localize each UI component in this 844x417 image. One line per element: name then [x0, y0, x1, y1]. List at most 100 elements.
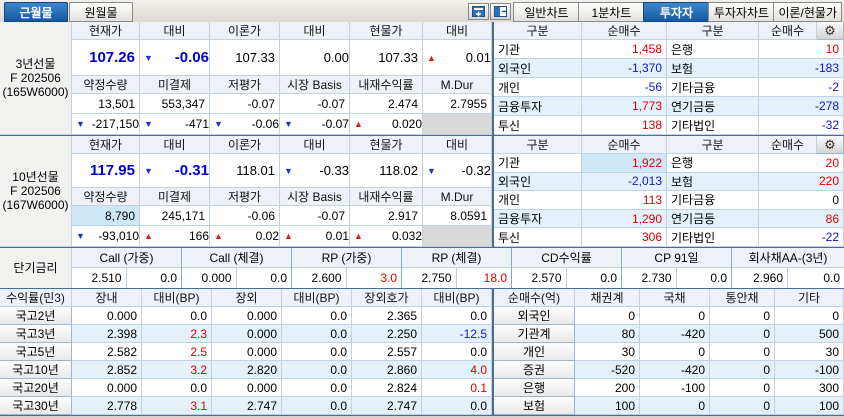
col-header: 수익률(민3)	[0, 289, 72, 307]
yield-cell: 2.747	[212, 397, 282, 415]
yield-cell: 0.0	[282, 397, 352, 415]
flow-label: 외국인	[494, 307, 575, 325]
flow-label: 은행	[494, 379, 575, 397]
settings-gear-icon[interactable]: ⚙	[817, 136, 844, 154]
rate-change: 18.0	[483, 271, 507, 285]
investor-label: 기관	[494, 40, 582, 59]
tab-1min-chart[interactable]: 1분차트	[578, 2, 645, 22]
flow-cell: -520	[575, 361, 640, 379]
rate-header: RP (가중)	[292, 248, 401, 268]
tab-theo-spot[interactable]: 이론/현물가	[773, 2, 842, 22]
rate-value: 2.730	[622, 268, 677, 288]
volume-change: ▼ -93,010	[72, 226, 140, 247]
market-basis: -0.07	[280, 206, 350, 226]
spot-change: ▲ 0.01	[423, 40, 492, 76]
col-header: 시장 Basis	[280, 188, 350, 206]
flow-cell: 30	[775, 343, 844, 361]
investor-label: 외국인	[494, 172, 582, 192]
col-header: M.Dur	[423, 76, 492, 94]
rate-group-rp-traded: RP (체결) 2.750 18.0	[402, 248, 512, 288]
futures-10y-table: 10년선물 F 202506 (167W6000) 현재가 대비 이론가 대비 …	[0, 136, 492, 247]
col-header: 약정수량	[72, 76, 140, 94]
flow-cell: 0	[710, 325, 775, 343]
instrument-label-3y: 3년선물 F 202506 (165W6000)	[0, 22, 72, 135]
volume: 13,501	[72, 94, 140, 114]
net-buy-value: 1,773	[582, 97, 667, 116]
rate-change: 0.0	[160, 271, 177, 285]
futures-10y-section: 10년선물 F 202506 (167W6000) 현재가 대비 이론가 대비 …	[0, 136, 844, 248]
col-header: 순매수	[582, 22, 667, 40]
rate-change: 3.0	[380, 271, 397, 285]
yield-cell: 4.0	[422, 361, 492, 379]
volume-change: ▼ -217,150	[72, 114, 140, 135]
investor-label: 기타법인	[667, 228, 759, 247]
rate-header: CP 91일	[622, 248, 731, 268]
investor-label: 연기금등	[667, 97, 759, 116]
yield-cell: 2.557	[352, 343, 422, 361]
col-header: 구분	[667, 136, 759, 154]
flow-label: 개인	[494, 343, 575, 361]
investor-label: 연기금등	[667, 209, 759, 229]
tab-general-chart[interactable]: 일반차트	[513, 2, 580, 22]
implied-yield: 2.474	[350, 94, 423, 114]
short-term-rates-label: 단기금리	[0, 248, 72, 288]
tab-near-month[interactable]: 근월물	[4, 2, 68, 22]
flow-cell: 0	[710, 343, 775, 361]
investor-label: 외국인	[494, 59, 582, 78]
net-buy-value: -32	[759, 116, 844, 135]
yield-cell: 0.1	[422, 379, 492, 397]
bond-label: 국고2년	[0, 307, 72, 325]
settings-gear-icon[interactable]: ⚙	[817, 22, 844, 40]
yield-change: ▲ 0.020	[350, 114, 423, 135]
investor-label: 보험	[667, 59, 759, 78]
short-term-rates-section: 단기금리 Call (가중) 2.510 0.0 Call (체결) 0.000…	[0, 248, 844, 289]
flow-cell: -420	[640, 361, 710, 379]
col-header: 대비	[140, 136, 210, 154]
yield-cell: 2.860	[352, 361, 422, 379]
rate-header: Call (가중)	[72, 248, 181, 268]
price-change: ▼ -0.31	[140, 154, 210, 188]
yield-cell: 0.0	[282, 361, 352, 379]
bond-label: 국고5년	[0, 343, 72, 361]
instrument-label-10y: 10년선물 F 202506 (167W6000)	[0, 136, 72, 247]
rate-value: 2.600	[292, 268, 347, 288]
net-buy-value: 0	[759, 191, 844, 210]
col-header: 대비(BP)	[142, 289, 212, 307]
investor-label: 금융투자	[494, 209, 582, 229]
oi-change: ▼ -471	[140, 114, 210, 135]
rate-value: 2.570	[512, 268, 567, 288]
maximize-window-icon[interactable]	[468, 3, 490, 20]
col-header: 내재수익률	[350, 76, 423, 94]
yield-cell: 0.000	[212, 379, 282, 397]
yield-cell: 0.0	[422, 397, 492, 415]
investor-label: 보험	[667, 172, 759, 192]
yield-cell: 3.2	[142, 361, 212, 379]
tab-far-month[interactable]: 원월물	[69, 2, 133, 22]
split-window-icon[interactable]	[490, 3, 512, 20]
empty-cell	[423, 114, 492, 135]
futures-3y-section: 3년선물 F 202506 (165W6000) 현재가 대비 이론가 대비 현…	[0, 22, 844, 136]
current-price: 107.26	[72, 40, 140, 76]
flow-cell: 0	[775, 307, 844, 325]
tab-investors[interactable]: 투자자	[643, 2, 710, 22]
underval-change: ▼ -0.06	[210, 114, 280, 135]
rate-value: 0.000	[182, 268, 237, 288]
tab-investor-chart[interactable]: 투자자차트	[708, 2, 775, 22]
rate-value: 2.960	[732, 268, 788, 288]
implied-yield: 2.917	[350, 206, 423, 226]
spot-change: ▼ -0.32	[423, 154, 492, 188]
net-buy-value: 1,458	[582, 40, 667, 59]
col-header: 통안채	[710, 289, 775, 307]
yield-cell: 0.0	[142, 379, 212, 397]
col-header: 현물가	[350, 136, 423, 154]
col-header: 대비	[280, 22, 350, 40]
col-header: 국채	[640, 289, 710, 307]
investor-label: 투신	[494, 116, 582, 135]
yield-cell: 2.852	[72, 361, 142, 379]
col-header: 대비(BP)	[282, 289, 352, 307]
yield-cell: 2.250	[352, 325, 422, 343]
net-buy-value: -278	[759, 97, 844, 116]
price-change: ▼ -0.06	[140, 40, 210, 76]
rate-group-cp91: CP 91일 2.730 0.0	[622, 248, 732, 288]
col-header: 장외호가	[352, 289, 422, 307]
